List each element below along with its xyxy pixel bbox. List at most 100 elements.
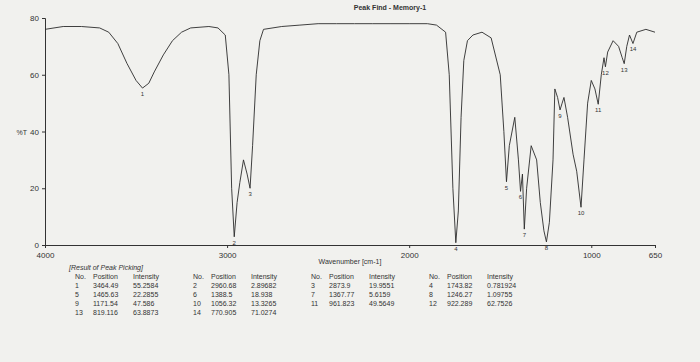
chart-title: Peak Find - Memory-1 xyxy=(354,4,426,12)
table-cell: 11 xyxy=(311,300,318,307)
peak-label: 8 xyxy=(545,245,549,251)
y-tick: 80 xyxy=(30,14,45,23)
peak-label: 6 xyxy=(519,194,523,200)
peak-label: 10 xyxy=(578,210,585,216)
table-cell: 2873.9 xyxy=(329,282,351,289)
y-tick-mark xyxy=(42,18,45,19)
table-title: [Result of Peak Picking] xyxy=(68,264,144,272)
table-cell: 1056.32 xyxy=(211,300,236,307)
table-header: Intensity xyxy=(133,273,160,281)
y-tick-label: 80 xyxy=(30,14,39,23)
x-tick-mark xyxy=(409,245,410,248)
table-cell: 3464.49 xyxy=(93,282,118,289)
table-cell: 1743.82 xyxy=(447,282,472,289)
y-tick-mark xyxy=(42,188,45,189)
table-cell: 1388.5 xyxy=(211,291,233,298)
background xyxy=(0,0,700,362)
y-tick-mark xyxy=(42,245,45,246)
peak-label: 12 xyxy=(602,70,609,76)
plot-area xyxy=(45,24,655,243)
table-cell: 13.3265 xyxy=(251,300,276,307)
peak-table: [Result of Peak Picking]No.PositionInten… xyxy=(68,264,516,316)
peak-label: 11 xyxy=(595,107,602,113)
peak-label: 14 xyxy=(630,46,637,52)
table-cell: 1.09755 xyxy=(487,291,512,298)
table-cell: 3 xyxy=(311,282,315,289)
table-header: Position xyxy=(447,273,472,280)
table-cell: 5.6159 xyxy=(369,291,391,298)
table-cell: 47.586 xyxy=(133,300,155,307)
table-header: Position xyxy=(329,273,354,280)
table-header: No. xyxy=(429,273,440,280)
table-cell: 5 xyxy=(75,291,79,298)
peak-label: 3 xyxy=(248,191,252,197)
x-axis-line xyxy=(46,246,656,249)
x-tick-label: 2000 xyxy=(401,251,419,260)
x-tick-mark xyxy=(591,245,592,248)
y-tick: 40 xyxy=(30,128,45,137)
table-header: Intensity xyxy=(487,273,514,281)
table-cell: 770.905 xyxy=(211,309,236,316)
table-header: Intensity xyxy=(251,273,278,281)
peak-labels: 1234567891011121314 xyxy=(141,46,637,251)
x-tick: 2000 xyxy=(401,245,419,260)
y-tick: 20 xyxy=(30,184,45,193)
peak-label: 7 xyxy=(523,232,527,238)
table-cell: 0.781924 xyxy=(487,282,516,289)
x-tick: 3000 xyxy=(219,245,237,260)
table-header: Position xyxy=(93,273,118,280)
table-header: No. xyxy=(193,273,204,280)
table-cell: 922.289 xyxy=(447,300,472,307)
table-cell: 13 xyxy=(75,309,83,316)
table-cell: 1465.63 xyxy=(93,291,118,298)
x-tick-label: 650 xyxy=(649,251,663,260)
table-cell: 55.2584 xyxy=(133,282,158,289)
x-axis-title: Wavenumber [cm-1] xyxy=(319,258,382,266)
table-cell: 49.5649 xyxy=(369,300,394,307)
y-axis-title: %T xyxy=(17,129,28,136)
table-cell: 2 xyxy=(193,282,197,289)
table-cell: 71.0274 xyxy=(251,309,276,316)
table-cell: 63.8873 xyxy=(133,309,158,316)
table-cell: 1367.77 xyxy=(329,291,354,298)
table-cell: 62.7526 xyxy=(487,300,512,307)
x-tick: 4000 xyxy=(37,245,55,260)
x-tick: 650 xyxy=(649,245,663,260)
peak-label: 9 xyxy=(558,113,562,119)
table-cell: 10 xyxy=(193,300,201,307)
x-tick-label: 3000 xyxy=(219,251,237,260)
table-cell: 1171.54 xyxy=(93,300,118,307)
peak-label: 1 xyxy=(141,91,145,97)
x-tick: 1000 xyxy=(583,245,601,260)
table-cell: 1246.27 xyxy=(447,291,472,298)
table-cell: 18.938 xyxy=(251,291,273,298)
peak-label: 2 xyxy=(233,240,237,246)
table-header: Position xyxy=(211,273,236,280)
x-tick-mark xyxy=(227,245,228,248)
y-axis-line xyxy=(42,19,46,246)
y-tick-label: 20 xyxy=(30,184,39,193)
table-cell: 2960.68 xyxy=(211,282,236,289)
y-tick-mark xyxy=(42,132,45,133)
peak-label: 13 xyxy=(621,67,628,73)
chart-root: Peak Find - Memory-140003000200010006500… xyxy=(0,0,700,362)
y-tick: 60 xyxy=(30,71,45,80)
table-cell: 8 xyxy=(429,291,433,298)
table-cell: 2.89682 xyxy=(251,282,276,289)
y-tick: 0 xyxy=(35,241,45,250)
y-tick-label: 0 xyxy=(35,241,40,250)
table-header: No. xyxy=(75,273,86,280)
table-cell: 19.9551 xyxy=(369,282,394,289)
table-header: Intensity xyxy=(369,273,396,281)
table-cell: 12 xyxy=(429,300,437,307)
spectrum-line xyxy=(45,24,655,243)
table-cell: 4 xyxy=(429,282,433,289)
peak-label: 4 xyxy=(454,246,458,252)
x-tick-label: 1000 xyxy=(583,251,601,260)
y-tick-label: 60 xyxy=(30,71,39,80)
y-axis: 0 20 40 60 80 xyxy=(30,14,45,250)
table-header: No. xyxy=(311,273,322,280)
table-cell: 9 xyxy=(75,300,79,307)
y-tick-mark xyxy=(42,75,45,76)
table-cell: 6 xyxy=(193,291,197,298)
